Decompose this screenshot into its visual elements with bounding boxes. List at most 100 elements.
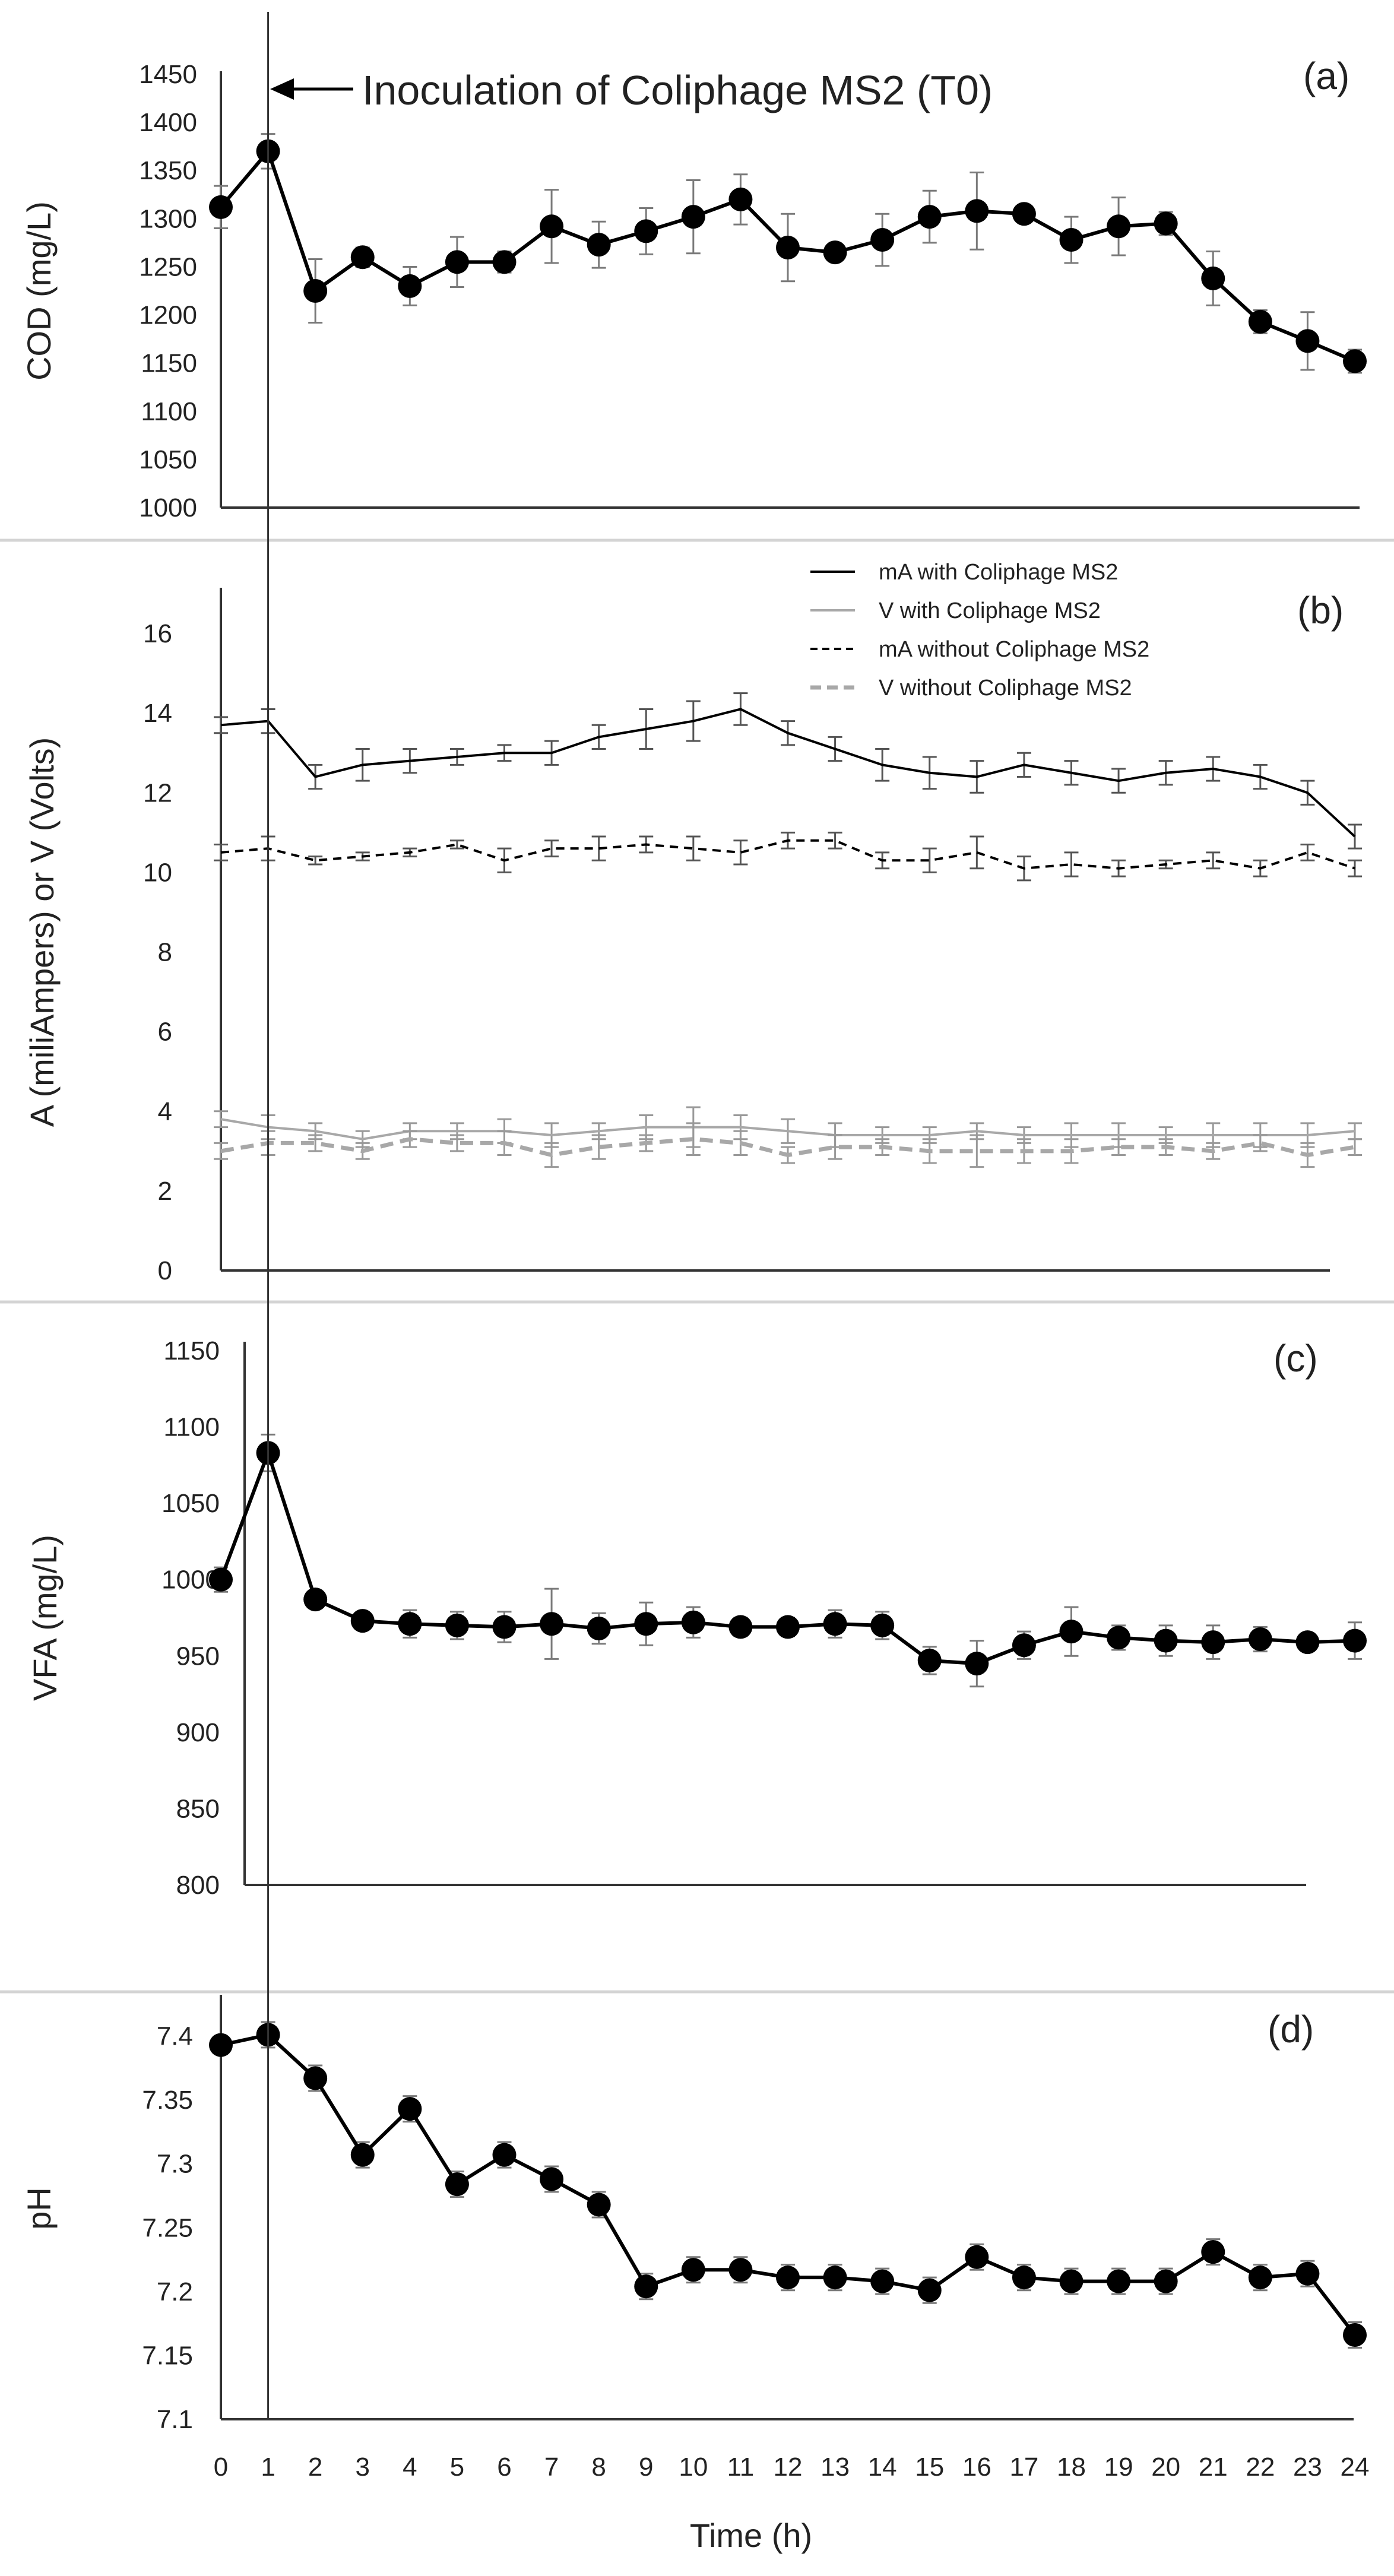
legend: mA with Coliphage MS2 V with Coliphage MS… (810, 560, 1149, 701)
y-tick-label: 1450 (139, 60, 197, 89)
panel-d: 7.1 7.15 7.2 7.25 7.3 7.35 7.4 pH (d) (20, 1995, 1367, 2434)
data-point (1154, 1628, 1178, 1653)
error-bar (1300, 843, 1315, 861)
error-bar (1253, 1134, 1268, 1152)
data-point (587, 2192, 611, 2217)
y-tick-label: 7.1 (157, 2405, 193, 2434)
data-point (1107, 214, 1131, 239)
y-tick-label: 1300 (139, 204, 197, 233)
x-tick-label: 9 (639, 2453, 653, 2482)
x-tick-label: 10 (679, 2453, 708, 2482)
y-axis-title: A (miliAmpers) or V (Volts) (23, 737, 61, 1127)
y-axis-title: pH (20, 2187, 58, 2230)
error-bar (308, 1134, 323, 1152)
data-point (776, 236, 800, 259)
series-v-without-coliphage-ms2 (214, 1122, 1362, 1168)
y-tick-label: 6 (158, 1018, 172, 1047)
error-bar (970, 1134, 984, 1168)
data-point (1107, 1626, 1131, 1650)
x-tick-label: 15 (915, 2453, 944, 2482)
data-point (1343, 1628, 1367, 1653)
data-point (587, 1617, 611, 1640)
data-point (303, 279, 328, 303)
error-bar (449, 1134, 464, 1152)
data-point (1059, 2269, 1083, 2293)
data-point (776, 2266, 800, 2290)
data-point (1248, 1627, 1272, 1651)
panel-a: 1000 1050 1100 1150 1200 1250 1300 1350 1400 1450… (20, 55, 1367, 522)
data-point (681, 205, 705, 229)
data-point (445, 1613, 469, 1637)
data-point (917, 2278, 942, 2302)
x-tick-label: 8 (591, 2453, 606, 2482)
y-tick-label: 7.35 (142, 2086, 193, 2115)
error-bar (733, 839, 748, 866)
x-tick-label: 18 (1057, 2453, 1086, 2482)
data-point (350, 1609, 375, 1633)
data-point (350, 2143, 375, 2167)
series-cod (209, 133, 1367, 374)
error-bar (828, 831, 842, 850)
x-tick-label: 0 (214, 2453, 228, 2482)
data-point (540, 2167, 564, 2191)
y-axis-title: COD (mg/L) (20, 201, 58, 381)
data-point (728, 1615, 753, 1639)
series-line (220, 708, 1356, 838)
x-tick-label: 7 (544, 2453, 559, 2482)
error-bar (1064, 851, 1079, 877)
data-point (870, 228, 895, 252)
error-bar (922, 847, 937, 873)
y-tick-label: 8 (158, 938, 172, 967)
y-tick-label: 1050 (161, 1489, 220, 1518)
x-tick-label: 23 (1293, 2453, 1322, 2482)
y-tick-label: 2 (158, 1177, 172, 1206)
annotation-arrow-head (270, 78, 294, 100)
data-point (1201, 2240, 1225, 2264)
data-point (1059, 228, 1083, 252)
data-point (445, 2172, 469, 2197)
y-tick-label: 0 (158, 1256, 172, 1285)
data-point (209, 1567, 233, 1592)
y-tick-label: 7.15 (142, 2341, 193, 2370)
data-point (492, 1615, 517, 1639)
data-point (681, 2258, 705, 2282)
data-point (1248, 309, 1272, 334)
y-tick-label: 1100 (141, 397, 197, 426)
error-bar (686, 835, 701, 861)
data-point (1012, 202, 1036, 226)
data-point (1201, 266, 1225, 290)
data-point (634, 2274, 658, 2299)
data-point (681, 1610, 705, 1634)
data-point (634, 1612, 658, 1636)
series-vfa (209, 1433, 1367, 1688)
data-point (823, 2266, 847, 2290)
data-point (398, 2097, 422, 2121)
x-tick-label: 4 (403, 2453, 417, 2482)
x-tick-label: 20 (1151, 2453, 1180, 2482)
y-tick-label: 7.25 (142, 2213, 193, 2242)
data-point (1343, 2323, 1367, 2347)
x-tick-labels: 0 1 2 3 4 5 6 7 8 9 10 11 12 13 14 15 16 17 18 19 20 21 22 23 24 (214, 2453, 1370, 2482)
data-point (1059, 1620, 1083, 1644)
x-tick-label: 5 (450, 2453, 464, 2482)
error-bar (1206, 851, 1221, 870)
data-point (1107, 2269, 1131, 2293)
panel-label: (a) (1303, 55, 1349, 97)
y-tick-label: 800 (176, 1871, 220, 1900)
y-axis-title: VFA (mg/L) (26, 1535, 64, 1701)
x-tick-label: 11 (727, 2453, 755, 2482)
data-point (1295, 329, 1320, 353)
legend-label: V with Coliphage MS2 (879, 598, 1101, 623)
y-tick-label: 850 (176, 1794, 220, 1823)
legend-label: mA without Coliphage MS2 (879, 637, 1149, 662)
y-tick-label: 1000 (139, 493, 197, 522)
data-point (965, 1652, 989, 1676)
legend-label: mA with Coliphage MS2 (879, 560, 1118, 585)
y-tick-label: 1150 (163, 1336, 220, 1365)
data-point (1343, 349, 1367, 373)
data-point (303, 2066, 328, 2090)
series-v-with-coliphage-ms2 (214, 1106, 1362, 1148)
error-bar (308, 856, 323, 866)
error-bar (544, 839, 559, 858)
